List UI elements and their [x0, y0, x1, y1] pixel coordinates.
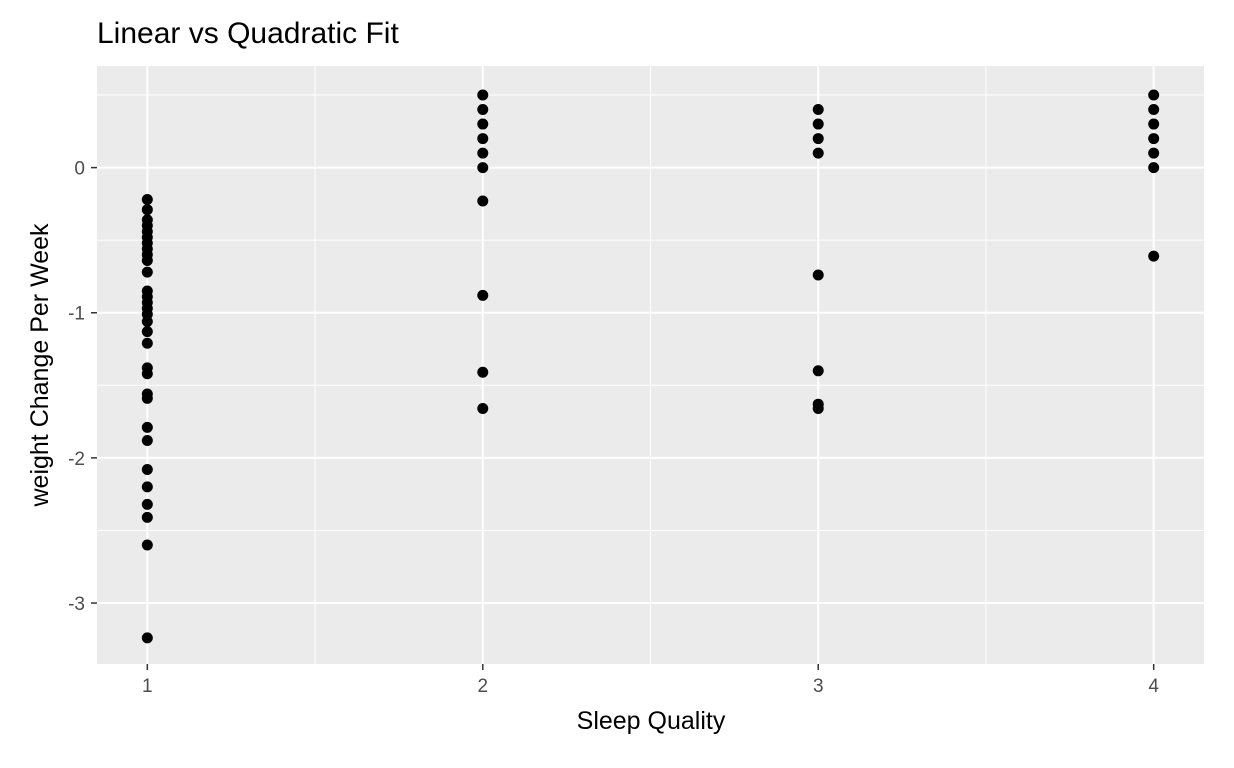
data-point — [477, 147, 489, 159]
data-point — [141, 194, 153, 206]
x-tick-label: 2 — [477, 676, 488, 697]
x-tick-label: 4 — [1148, 676, 1159, 697]
y-tick-label: -1 — [68, 304, 85, 325]
axis-tick-labels: 1 2 3 4 -3 -2 -1 0 — [68, 159, 1159, 697]
x-axis-title: Sleep Quality — [577, 707, 726, 735]
data-point — [141, 539, 153, 551]
data-points — [141, 89, 1160, 644]
data-point — [1148, 250, 1160, 262]
y-tick-label: 0 — [74, 159, 85, 180]
data-point — [477, 195, 489, 207]
data-point — [141, 464, 153, 476]
data-point — [812, 403, 824, 415]
data-point — [477, 403, 489, 415]
data-point — [1148, 162, 1160, 174]
data-point — [812, 269, 824, 281]
x-tick-label: 1 — [142, 676, 153, 697]
data-point — [1148, 104, 1160, 116]
y-tick-label: -3 — [68, 594, 85, 615]
data-point — [141, 511, 153, 523]
data-point — [141, 421, 153, 433]
data-point — [141, 266, 153, 278]
y-tick-label: -2 — [68, 449, 85, 470]
data-point — [141, 632, 153, 644]
data-point — [477, 104, 489, 116]
data-point — [477, 133, 489, 145]
axis-ticks — [91, 166, 1155, 670]
data-point — [141, 434, 153, 446]
data-point — [141, 254, 153, 266]
data-point — [477, 289, 489, 301]
data-point — [141, 204, 153, 216]
data-point — [141, 326, 153, 338]
data-point — [1148, 133, 1160, 145]
data-point — [141, 315, 153, 327]
data-point — [141, 337, 153, 349]
data-point — [141, 498, 153, 510]
minor-grid — [97, 66, 1204, 664]
data-point — [141, 368, 153, 380]
data-point — [812, 118, 824, 130]
data-point — [812, 133, 824, 145]
chart-title: Linear vs Quadratic Fit — [97, 17, 399, 50]
data-point — [812, 365, 824, 377]
data-point — [141, 481, 153, 493]
data-point — [477, 162, 489, 174]
data-point — [812, 147, 824, 159]
data-point — [1148, 147, 1160, 159]
data-point — [1148, 118, 1160, 130]
data-point — [812, 104, 824, 116]
data-point — [477, 89, 489, 101]
data-point — [477, 366, 489, 378]
x-tick-label: 3 — [813, 676, 824, 697]
data-point — [141, 392, 153, 404]
data-point — [1148, 89, 1160, 101]
y-axis-title: weight Change Per Week — [26, 223, 54, 508]
data-point — [477, 118, 489, 130]
